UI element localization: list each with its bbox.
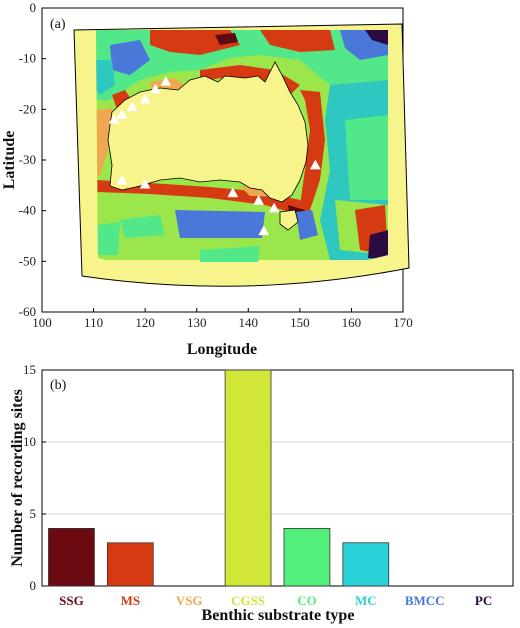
recording-site-marker <box>116 108 128 119</box>
map-x-tick-label: 130 <box>187 315 207 330</box>
map-x-tick-label: 120 <box>135 315 155 330</box>
map-x-tick-label: 150 <box>290 315 310 330</box>
map-x-ticks: 100 110 120 130 140 150 160 170 <box>32 308 413 330</box>
bar-x-axis-label: Benthic substrate type <box>202 607 355 624</box>
tasmania-landmass <box>279 209 299 231</box>
recording-site-marker <box>227 187 239 198</box>
map-y-tick-label: 0 <box>30 0 37 15</box>
recording-site-marker <box>139 178 151 189</box>
map-x-tick-label: 160 <box>342 315 362 330</box>
bar-category-labels: SSG MS VSG CGSS CO MC BMCC PC <box>59 593 492 608</box>
map-y-tick-label: -30 <box>19 152 36 167</box>
bar-panel-label: (b) <box>50 378 67 393</box>
recording-site-marker <box>309 159 321 170</box>
bar-category-label: CO <box>297 593 317 608</box>
recording-sites <box>108 75 321 236</box>
bars <box>48 369 390 587</box>
map-y-tick-label: -60 <box>19 304 36 319</box>
recording-site-marker <box>126 101 138 112</box>
bar-category-label: CGSS <box>231 593 265 608</box>
bar-category-label: MS <box>121 593 141 608</box>
bar-category-label: PC <box>475 593 492 608</box>
bar-ms <box>106 542 154 587</box>
map-y-tick-label: -20 <box>19 101 36 116</box>
bar-y-tick-label: 15 <box>23 362 36 377</box>
map-x-axis-label: Longitude <box>187 341 257 358</box>
bar-co <box>283 528 331 587</box>
bar-y-ticks: 0 5 10 15 <box>23 362 46 593</box>
bar-ssg <box>48 528 95 587</box>
bar-y-axis-label: Number of recording sites <box>9 389 26 567</box>
map-x-tick-label: 110 <box>84 315 103 330</box>
recording-site-marker <box>150 83 161 94</box>
bar-cgss <box>224 369 272 587</box>
bar-chart-panel: 0 5 10 15 SSG MS VSG CGSS CO MC BMCC PC (b) Benthi… <box>9 362 514 624</box>
bar-category-label: VSG <box>176 593 203 608</box>
map-x-tick-label: 100 <box>32 315 52 330</box>
recording-site-marker <box>139 93 151 104</box>
map-y-axis-label: Latitude <box>1 131 18 190</box>
map-y-ticks: 0 -10 -20 -30 -40 -50 -60 <box>19 0 46 319</box>
bar-category-label: SSG <box>59 593 84 608</box>
recording-site-marker <box>160 75 172 86</box>
map-y-tick-label: -50 <box>19 253 36 268</box>
bar-y-tick-label: 0 <box>30 578 37 593</box>
recording-site-marker <box>253 195 265 205</box>
bar-category-label: BMCC <box>405 593 445 608</box>
recording-site-marker <box>108 113 120 124</box>
map-y-tick-label: -40 <box>19 203 36 218</box>
map-y-tick-label: -10 <box>19 51 36 66</box>
recording-site-marker <box>116 174 128 185</box>
map-panel-label: (a) <box>50 17 66 32</box>
bar-y-tick-label: 10 <box>23 434 36 449</box>
bar-gridlines <box>42 441 513 515</box>
bar-category-label: MC <box>355 593 377 608</box>
bar-y-tick-label: 5 <box>30 506 37 521</box>
map-x-tick-label: 140 <box>239 315 259 330</box>
recording-site-marker <box>268 202 280 213</box>
map-x-tick-label: 170 <box>393 315 413 330</box>
recording-site-marker <box>258 225 270 236</box>
bar-mc <box>342 542 390 587</box>
map-panel: 100 110 120 130 140 150 160 170 0 -10 -20 -30 -40 -5… <box>1 0 413 358</box>
